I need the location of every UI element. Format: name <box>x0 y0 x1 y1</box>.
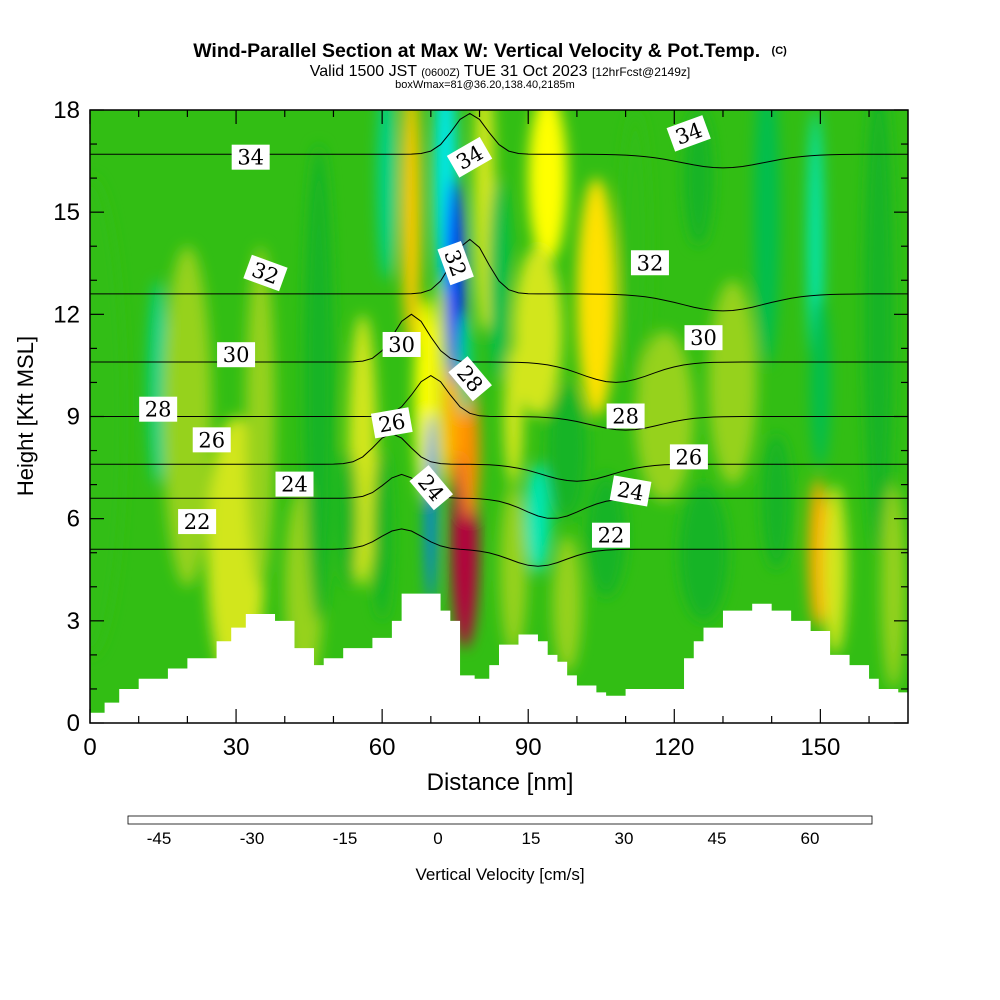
chart-subtitle: Valid 1500 JST (0600Z) TUE 31 Oct 2023 [… <box>310 63 690 80</box>
svg-text:26: 26 <box>377 409 407 437</box>
isentrope-label-26: 26 <box>669 444 708 470</box>
w-cell-24 <box>499 484 528 655</box>
y-tick-label: 18 <box>53 97 80 124</box>
isentrope-label-22: 22 <box>178 509 217 535</box>
w-cell-25 <box>528 110 568 264</box>
isentrope-22 <box>90 528 908 567</box>
y-tick-label: 15 <box>53 199 80 226</box>
isentrope-32 <box>90 238 908 312</box>
isentrope-label-32: 32 <box>437 240 474 286</box>
isentrope-34 <box>90 112 908 169</box>
x-tick-label: 30 <box>223 734 250 761</box>
x-tick-label: 60 <box>369 734 396 761</box>
svg-text:24: 24 <box>281 473 308 497</box>
colorbar-tick-label: 60 <box>801 829 820 848</box>
colorbar: -45 -30 -15 0 15 30 45 60 <box>127 815 873 848</box>
w-cell-11 <box>377 110 397 281</box>
w-cell-1 <box>148 280 168 485</box>
w-cell-9 <box>401 110 422 349</box>
isentrope-label-28: 28 <box>606 403 645 429</box>
y-tick-label: 12 <box>53 301 80 328</box>
colorbar-tick-label: -15 <box>333 829 358 848</box>
colorbar-tick-label: 30 <box>615 829 634 848</box>
w-cell-30 <box>576 178 616 417</box>
isentrope-label-22: 22 <box>591 522 630 548</box>
svg-text:32: 32 <box>637 251 664 275</box>
colorbar-tick-label: -30 <box>240 829 265 848</box>
w-cell-32 <box>620 110 650 383</box>
svg-text:28: 28 <box>612 405 639 429</box>
colorbar-tick-label: 0 <box>433 829 442 848</box>
w-cell-40 <box>810 297 831 468</box>
colorbar-tick-label: 45 <box>708 829 727 848</box>
isentrope-24 <box>90 473 908 519</box>
y-tick-label: 0 <box>67 710 80 737</box>
w-cell-27 <box>525 464 551 574</box>
y-tick-label: 9 <box>67 404 80 431</box>
svg-text:30: 30 <box>690 326 717 350</box>
isentrope-label-26: 26 <box>192 427 231 453</box>
svg-text:26: 26 <box>198 428 225 452</box>
w-cell-28 <box>547 382 587 519</box>
isentrope-label-28: 28 <box>139 396 178 422</box>
isentrope-label-24: 24 <box>275 471 314 497</box>
svg-text:24: 24 <box>615 477 645 505</box>
svg-text:30: 30 <box>388 333 415 357</box>
w-cell-37 <box>754 110 780 366</box>
x-axis-label: Distance [nm] <box>427 769 574 796</box>
isentrope-label-30: 30 <box>217 342 256 368</box>
isentrope-label-26: 26 <box>370 407 413 439</box>
chart-title-mark: (C) <box>772 45 788 57</box>
isentrope-label-30: 30 <box>382 331 421 357</box>
w-cell-44 <box>881 484 906 689</box>
w-cell-38 <box>761 433 792 570</box>
svg-text:28: 28 <box>145 398 172 422</box>
w-cell-41 <box>808 477 828 628</box>
y-axis-label: Height [Kft MSL] <box>13 336 38 496</box>
terrain <box>90 593 908 723</box>
svg-text:22: 22 <box>184 510 211 534</box>
x-tick-label: 90 <box>515 734 542 761</box>
chart-subtitle-2: boxWmax=81@36.20,138.40,2185m <box>395 79 575 91</box>
w-cell-29 <box>552 535 582 672</box>
x-tick-label: 150 <box>800 734 840 761</box>
isentrope-26 <box>90 432 908 482</box>
isentrope-label-30: 30 <box>684 325 723 351</box>
y-tick-label: 6 <box>67 506 80 533</box>
w-cell-8 <box>338 450 358 587</box>
y-tick-label: 3 <box>67 608 80 635</box>
w-cell-35 <box>679 484 728 621</box>
x-tick-label: 120 <box>654 734 694 761</box>
w-cell-26 <box>513 246 563 417</box>
w-cell-43 <box>864 110 894 553</box>
w-cell-6 <box>304 144 334 621</box>
colorbar-tick-label: -45 <box>147 829 172 848</box>
w-cell-42 <box>822 484 848 655</box>
isentrope-label-24: 24 <box>609 475 652 507</box>
svg-text:34: 34 <box>237 146 264 170</box>
svg-text:30: 30 <box>223 343 250 367</box>
colorbar-tick-label: 15 <box>522 829 541 848</box>
chart-title: Wind-Parallel Section at Max W: Vertical… <box>193 40 787 62</box>
isentrope-label-34: 34 <box>231 144 270 170</box>
isentrope-label-32: 32 <box>630 250 669 276</box>
svg-text:26: 26 <box>676 445 703 469</box>
colorbar-label: Vertical Velocity [cm/s] <box>415 865 584 884</box>
isentrope-28 <box>90 375 908 431</box>
svg-text:22: 22 <box>598 524 625 548</box>
x-tick-label: 0 <box>83 734 96 761</box>
